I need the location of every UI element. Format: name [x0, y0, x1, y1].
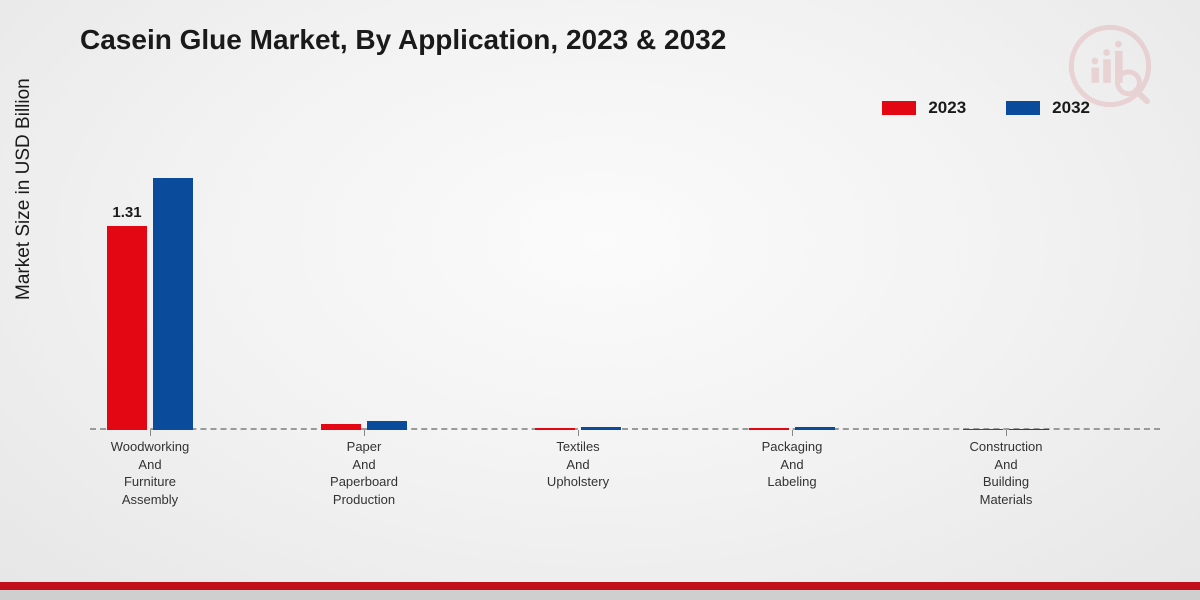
category-label: Woodworking And Furniture Assembly [111, 438, 190, 508]
chart-title: Casein Glue Market, By Application, 2023… [80, 24, 726, 56]
legend: 2023 2032 [882, 98, 1090, 118]
bar-group: 1.31 [107, 178, 193, 430]
legend-label-2023: 2023 [928, 98, 966, 118]
footer-accent-bar [0, 582, 1200, 590]
x-axis-labels: Woodworking And Furniture Assembly Paper … [90, 430, 1160, 520]
bar-value-label: 1.31 [112, 204, 141, 221]
bar-2032 [153, 178, 193, 430]
plot-area: 1.31 [90, 150, 1160, 430]
legend-item-2023: 2023 [882, 98, 966, 118]
category-label: Textiles And Upholstery [547, 438, 609, 491]
bar-2032 [367, 421, 407, 430]
legend-swatch-2023 [882, 101, 916, 115]
bar-2023: 1.31 [107, 226, 147, 430]
legend-swatch-2032 [1006, 101, 1040, 115]
chart-card: Casein Glue Market, By Application, 2023… [0, 0, 1200, 600]
legend-item-2032: 2032 [1006, 98, 1090, 118]
category-label: Paper And Paperboard Production [330, 438, 398, 508]
watermark-logo [1068, 24, 1152, 108]
footer-grey-bar [0, 590, 1200, 600]
bar-group [321, 421, 407, 430]
category-label: Packaging And Labeling [762, 438, 823, 491]
y-axis-label: Market Size in USD Billion [13, 78, 35, 300]
legend-label-2032: 2032 [1052, 98, 1090, 118]
category-label: Construction And Building Materials [970, 438, 1043, 508]
